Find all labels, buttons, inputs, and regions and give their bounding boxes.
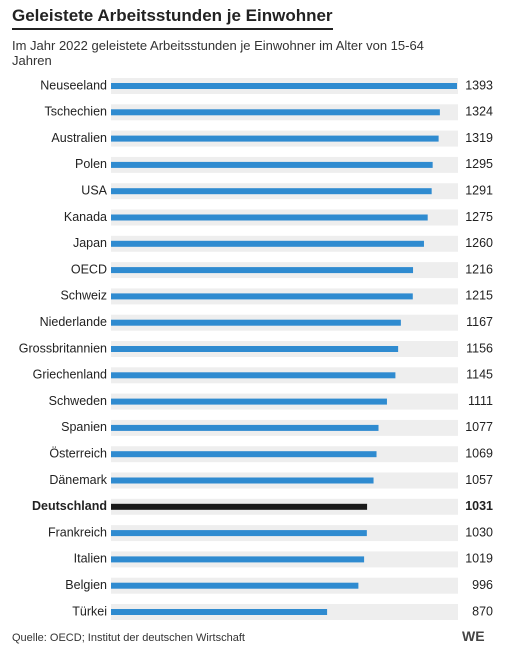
bar <box>111 503 368 510</box>
bar <box>111 267 414 274</box>
value-label: 1216 <box>465 262 493 276</box>
value-label: 1057 <box>465 473 493 487</box>
bar <box>111 372 396 379</box>
value-label: 1031 <box>465 499 493 513</box>
bar <box>111 109 440 116</box>
y-tick-label: Italien <box>74 552 107 566</box>
value-label: 1019 <box>465 552 493 566</box>
y-tick-label: Japan <box>73 236 107 250</box>
chart-subtitle: Im Jahr 2022 geleistete Arbeitsstunden j… <box>12 38 424 68</box>
bar <box>111 451 377 458</box>
value-label: 1111 <box>468 394 493 408</box>
bar <box>111 477 374 484</box>
y-tick-label: Polen <box>75 157 107 171</box>
y-tick-label: Australien <box>51 131 107 145</box>
bar <box>111 424 379 431</box>
value-label: 870 <box>472 604 493 618</box>
bar <box>111 135 439 142</box>
bar <box>111 240 424 247</box>
y-tick-label: Kanada <box>64 210 107 224</box>
bar <box>111 398 387 405</box>
y-tick-label: OECD <box>71 262 107 276</box>
value-label: 1295 <box>465 157 493 171</box>
bar <box>111 346 399 352</box>
chart-title: Geleistete Arbeitsstunden je Einwohner <box>12 6 333 30</box>
value-label: 1260 <box>465 236 493 250</box>
y-tick-label: Grossbritannien <box>19 341 107 355</box>
y-tick-label: Deutschland <box>32 499 107 513</box>
bar <box>111 214 428 221</box>
y-tick-label: Tschechien <box>44 105 107 119</box>
value-label: 1145 <box>466 368 493 382</box>
bar <box>111 319 401 326</box>
y-tick-label: Neuseeland <box>40 78 107 92</box>
source-note: Quelle: OECD; Institut der deutschen Wir… <box>12 632 245 644</box>
value-label: 1030 <box>465 525 493 539</box>
value-label: 996 <box>472 578 493 592</box>
y-tick-label: Österreich <box>49 446 107 460</box>
y-tick-label: Belgien <box>65 578 107 592</box>
bar <box>111 293 413 300</box>
y-tick-label: Griechenland <box>33 368 107 382</box>
value-label: 1167 <box>466 315 493 329</box>
bar <box>111 530 367 537</box>
y-tick-label: Türkei <box>72 604 107 618</box>
y-tick-label: Spanien <box>61 420 107 434</box>
value-label: 1275 <box>465 210 493 224</box>
bar <box>111 83 457 89</box>
value-label: 1291 <box>465 183 493 197</box>
y-tick-label: Niederlande <box>40 315 107 329</box>
y-tick-label: Dänemark <box>49 473 107 487</box>
value-label: 1077 <box>465 420 493 434</box>
value-label: 1393 <box>465 78 493 92</box>
bar <box>111 188 432 195</box>
bar <box>111 582 359 589</box>
bar <box>111 609 328 615</box>
y-tick-label: Schweiz <box>60 289 107 303</box>
value-label: 1069 <box>465 446 493 460</box>
value-label: 1156 <box>466 341 493 355</box>
value-label: 1319 <box>465 131 493 145</box>
y-tick-label: Frankreich <box>48 525 107 539</box>
value-label: 1324 <box>465 105 493 119</box>
value-label: 1215 <box>465 289 493 303</box>
logo: WE <box>462 628 485 644</box>
y-tick-label: Schweden <box>49 394 107 408</box>
bar <box>111 161 433 168</box>
y-tick-label: USA <box>81 183 107 197</box>
bar <box>111 556 365 563</box>
